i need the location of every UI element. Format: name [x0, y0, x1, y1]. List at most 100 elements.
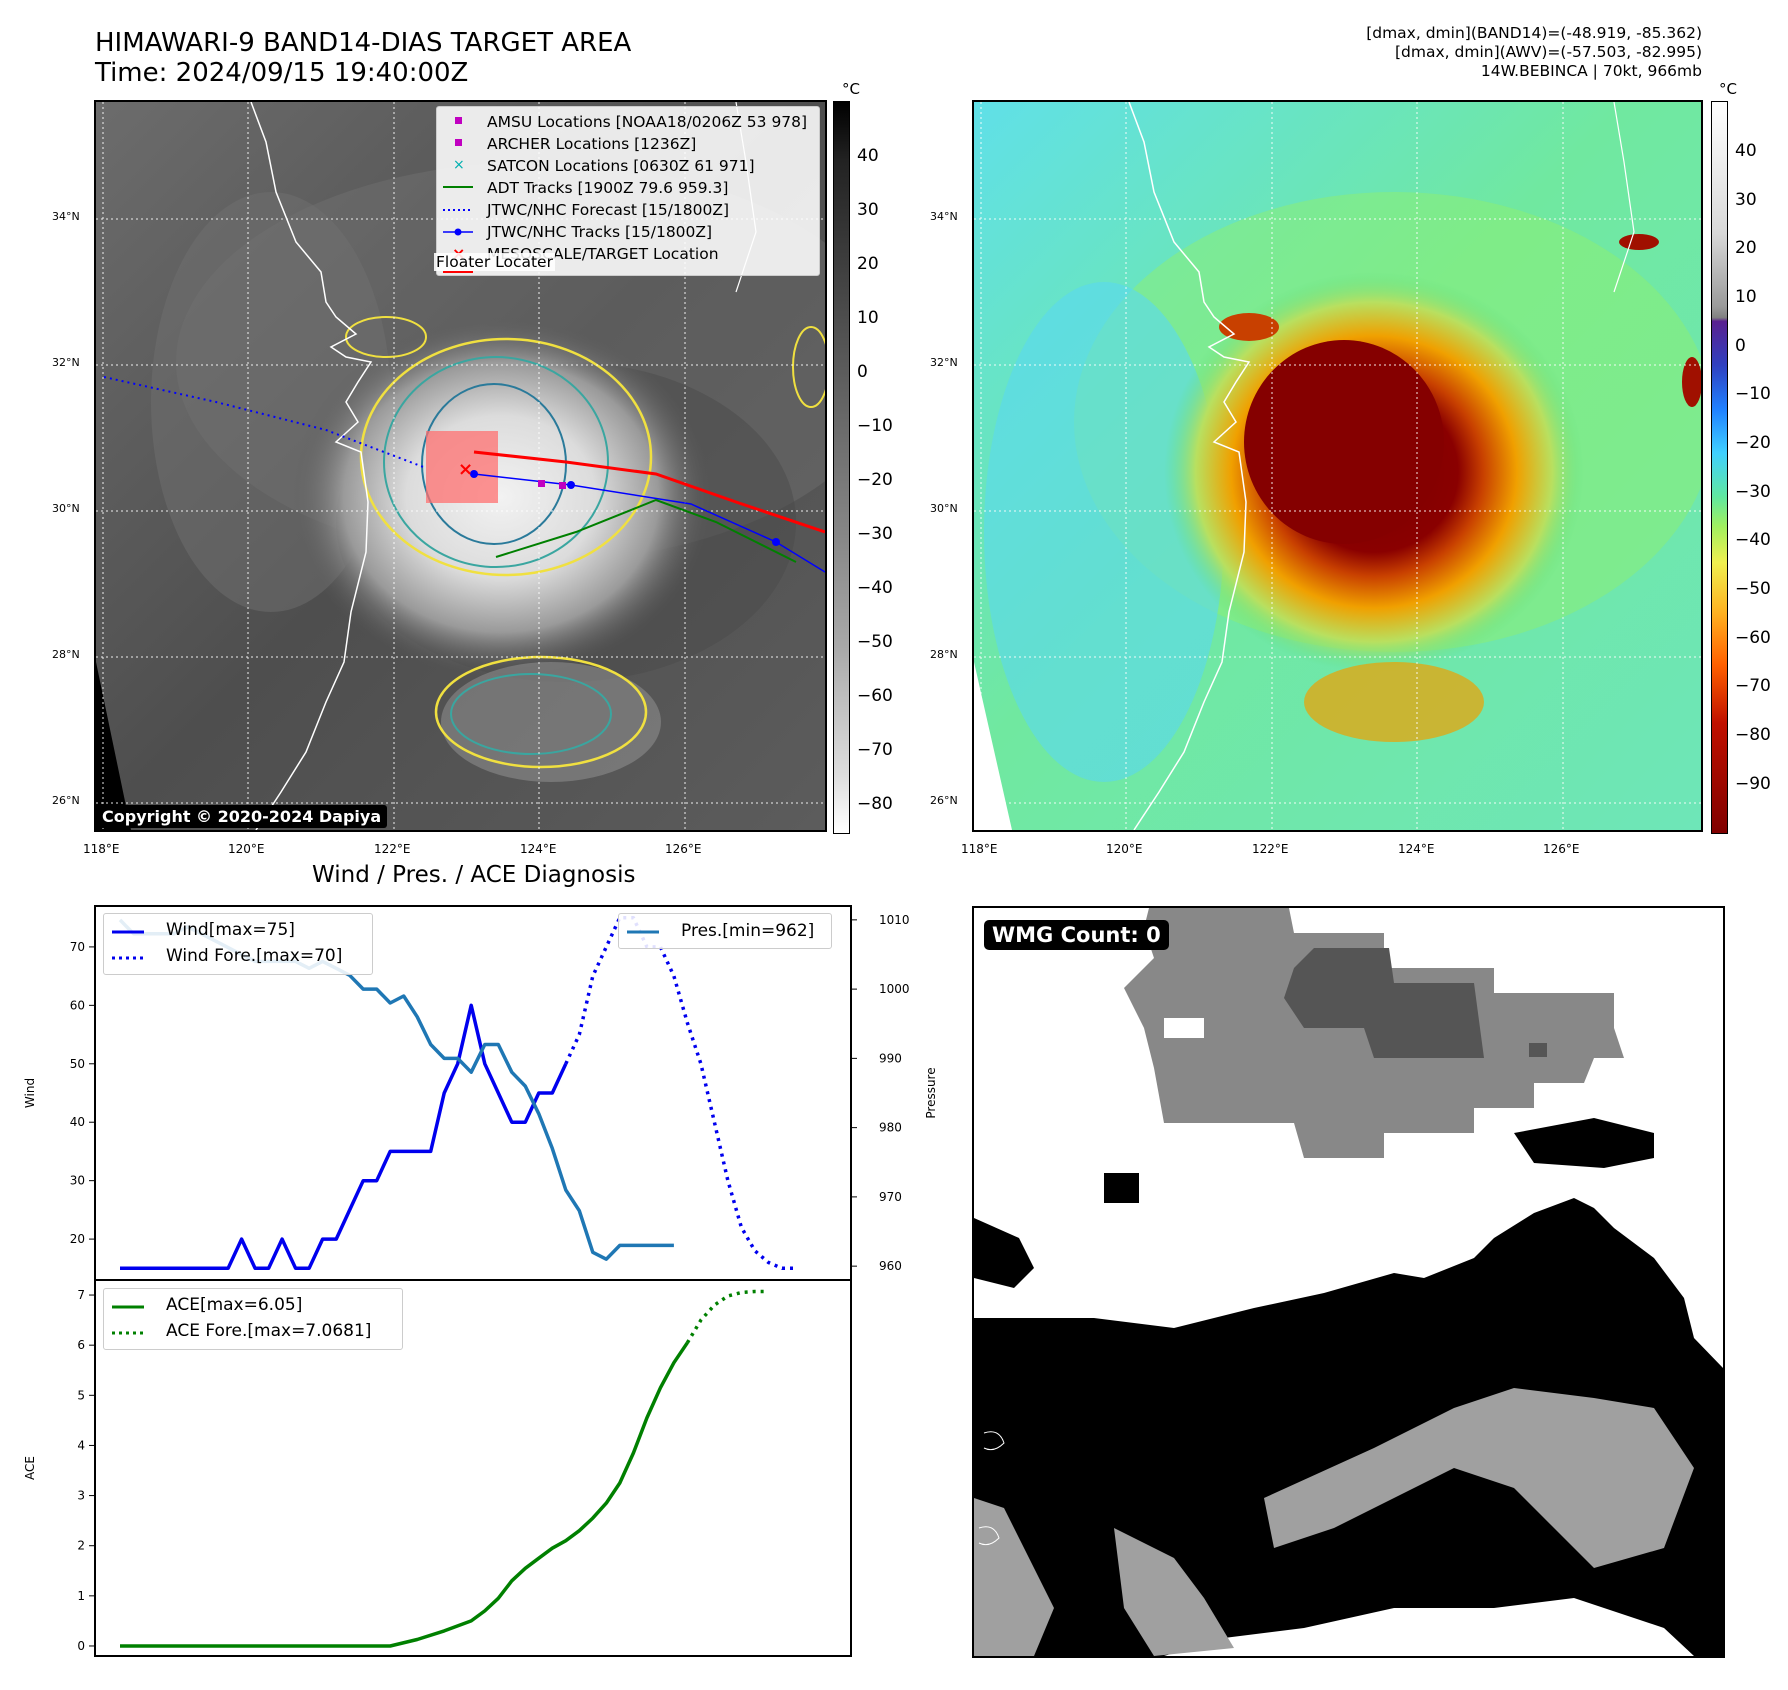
gray-colorbar-unit: °C	[842, 80, 860, 98]
pres-legend: Pres.[min=962]	[618, 913, 832, 949]
legend-item: Floater Locater	[434, 253, 555, 271]
color-colorbar	[1711, 101, 1728, 834]
wind-forecast-series-line	[564, 915, 796, 1271]
lat-label: 32°N	[52, 356, 80, 369]
y-tick-label: 6	[77, 1338, 85, 1352]
lat-label: 30°N	[930, 502, 958, 515]
cbar-tick: −70	[857, 740, 893, 760]
legend-item: JTWC/NHC Forecast [15/1800Z]	[487, 201, 730, 219]
wind-forecast-legend-label: Wind Fore.[max=70]	[166, 946, 343, 966]
y-tick-label: 20	[70, 1232, 85, 1246]
lat-label: 34°N	[930, 210, 958, 223]
cbar-tick: −90	[1735, 774, 1771, 794]
legend-item: AMSU Locations [NOAA18/0206Z 53 978]	[487, 113, 808, 131]
legend-item: ARCHER Locations [1236Z]	[487, 135, 697, 153]
awv-map-image	[974, 102, 1701, 830]
gray-colorbar	[833, 101, 850, 834]
pres-legend-label: Pres.[min=962]	[681, 921, 815, 941]
cbar-tick: 30	[857, 200, 879, 220]
awv-map-panel	[972, 100, 1703, 832]
info-band14: [dmax, dmin](BAND14)=(-48.919, -85.362)	[1366, 24, 1702, 42]
lat-label: 26°N	[52, 794, 80, 807]
ace-series-line	[120, 1341, 689, 1648]
lon-label: 124°E	[1398, 842, 1435, 856]
lon-label: 120°E	[1106, 842, 1143, 856]
y-tick-label: 40	[70, 1115, 85, 1129]
y-tick-label: 60	[70, 998, 85, 1012]
y-tick-label: 960	[879, 1259, 902, 1273]
ace-legend-label: ACE[max=6.05]	[166, 1295, 303, 1315]
wind-legend: Wind[max=75] Wind Fore.[max=70]	[103, 913, 373, 975]
map-legend-markers: × ×	[443, 117, 473, 273]
legend-item: JTWC/NHC Tracks [15/1800Z]	[487, 223, 713, 241]
lon-label: 124°E	[520, 842, 557, 856]
legend-archer-square-icon	[455, 139, 462, 146]
y-tick-label: 3	[77, 1489, 85, 1503]
cbar-tick: −50	[857, 632, 893, 652]
cbar-tick: 20	[1735, 238, 1757, 258]
figure-title: HIMAWARI-9 BAND14-DIAS TARGET AREA	[95, 28, 632, 58]
svg-text:×: ×	[458, 459, 473, 480]
cbar-tick: −40	[1735, 530, 1771, 550]
cbar-tick: −60	[1735, 628, 1771, 648]
lon-label: 122°E	[374, 842, 411, 856]
cbar-tick: −60	[857, 686, 893, 706]
pressure-axis-label: Pressure	[924, 1067, 938, 1118]
wind-legend-label: Wind[max=75]	[166, 920, 295, 940]
lon-label: 126°E	[1543, 842, 1580, 856]
y-tick-label: 50	[70, 1057, 85, 1071]
lon-label: 118°E	[83, 842, 120, 856]
lon-label: 120°E	[228, 842, 265, 856]
lon-label: 118°E	[961, 842, 998, 856]
cbar-tick: −20	[1735, 433, 1771, 453]
cbar-tick: 10	[857, 308, 879, 328]
cbar-tick: −30	[857, 524, 893, 544]
lon-label: 122°E	[1252, 842, 1289, 856]
wmg-panel: WMG Count: 0	[972, 906, 1725, 1658]
ace-forecast-series-line	[685, 1289, 769, 1344]
y-tick-label: 2	[77, 1539, 85, 1553]
copyright-badge: Copyright © 2020-2024 Dapiya	[96, 805, 388, 828]
legend-item: ADT Tracks [1900Z 79.6 959.3]	[487, 179, 729, 197]
diagnosis-chart: 203040506070Wind96097098099010001010Pres…	[23, 905, 938, 1657]
y-tick-label: 1000	[879, 982, 910, 996]
y-tick-label: 70	[70, 940, 85, 954]
cbar-tick: 40	[1735, 141, 1757, 161]
cbar-tick: 40	[857, 146, 879, 166]
lat-label: 28°N	[52, 648, 80, 661]
lat-label: 30°N	[52, 502, 80, 515]
legend-satcon-x-icon: ×	[453, 157, 465, 173]
y-tick-label: 7	[77, 1288, 85, 1302]
lat-label: 26°N	[930, 794, 958, 807]
cbar-tick: 30	[1735, 190, 1757, 210]
y-tick-label: 4	[77, 1438, 85, 1452]
cbar-tick: −70	[1735, 676, 1771, 696]
y-tick-label: 30	[70, 1174, 85, 1188]
y-tick-label: 990	[879, 1051, 902, 1065]
cbar-tick: −10	[1735, 384, 1771, 404]
map-legend: × × AMSU Locations [NOAA18/0206Z 53 978]…	[436, 106, 820, 276]
cbar-tick: 10	[1735, 287, 1757, 307]
cbar-tick: 0	[857, 362, 868, 382]
cbar-tick: 20	[857, 254, 879, 274]
y-tick-label: 0	[77, 1639, 85, 1653]
cbar-tick: −50	[1735, 579, 1771, 599]
cbar-tick: −20	[857, 470, 893, 490]
y-tick-label: 1010	[879, 913, 910, 927]
lat-label: 34°N	[52, 210, 80, 223]
figure-time: Time: 2024/09/15 19:40:00Z	[95, 58, 469, 88]
legend-item: SATCON Locations [0630Z 61 971]	[487, 157, 755, 175]
cbar-tick: −80	[1735, 725, 1771, 745]
ace-legend: ACE[max=6.05] ACE Fore.[max=7.0681]	[103, 1288, 403, 1350]
ir-map-panel: × × × AMSU Locations [NOAA18/0206Z 53 97…	[94, 100, 827, 832]
y-tick-label: 970	[879, 1190, 902, 1204]
ace-axis-label: ACE	[23, 1456, 37, 1480]
lat-label: 28°N	[930, 648, 958, 661]
cbar-tick: −10	[857, 416, 893, 436]
lon-label: 126°E	[665, 842, 702, 856]
diagnosis-title: Wind / Pres. / ACE Diagnosis	[312, 862, 636, 888]
cbar-tick: −30	[1735, 482, 1771, 502]
cbar-tick: −40	[857, 578, 893, 598]
wind-axis-label: Wind	[23, 1078, 37, 1108]
cbar-tick: −80	[857, 794, 893, 814]
